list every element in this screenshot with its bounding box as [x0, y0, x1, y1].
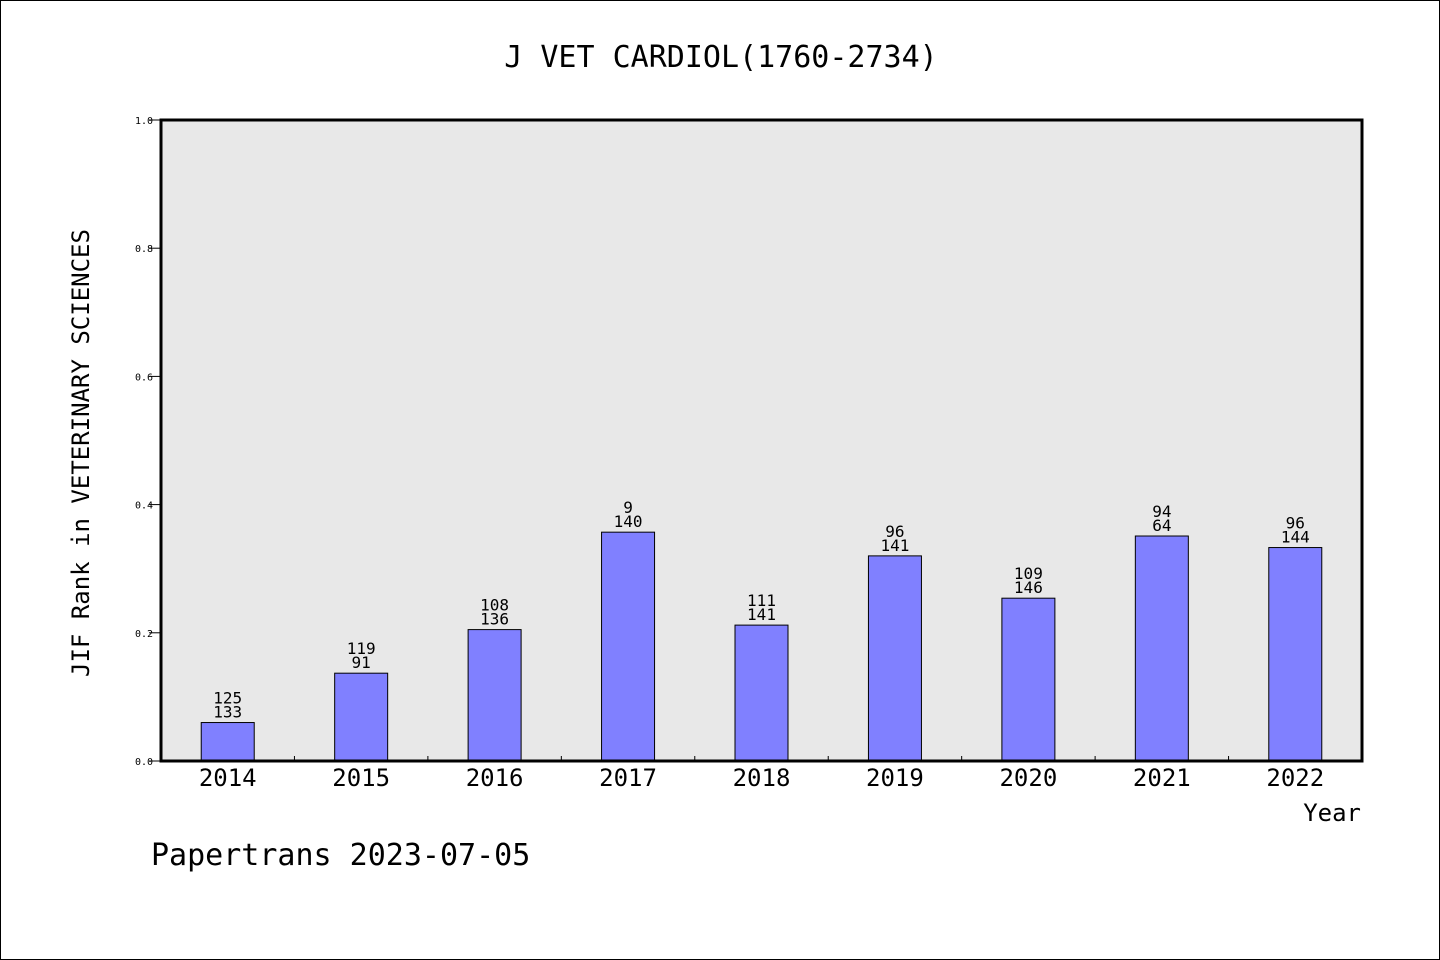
- data-label-bottom-2018: 141: [747, 605, 776, 624]
- data-label-bottom-2020: 146: [1014, 578, 1043, 597]
- plot-border: [159, 118, 1364, 763]
- data-label-bottom-2021: 64: [1152, 516, 1171, 535]
- x-tick-2018: 2018: [733, 764, 791, 792]
- data-label-top-2020: 109: [1014, 564, 1043, 583]
- x-tick-2015: 2015: [332, 764, 390, 792]
- data-label-top-2018: 111: [747, 591, 776, 610]
- footer-text: Papertrans 2023-07-05: [151, 838, 530, 873]
- y-tick-3: 0.6: [135, 372, 153, 383]
- bar-2016: [467, 629, 522, 762]
- data-label-bottom-2022: 144: [1281, 528, 1310, 547]
- data-label-bottom-2014: 133: [213, 703, 242, 722]
- x-axis-label: Year: [1303, 799, 1361, 827]
- x-tick-2022: 2022: [1266, 764, 1324, 792]
- data-label-top-2017: 9: [623, 498, 633, 517]
- bar-2022: [1268, 547, 1323, 762]
- data-labels-group: 1251331199110813691401111419614110914694…: [213, 498, 1309, 721]
- bar-2021: [1134, 535, 1189, 762]
- x-tick-2014: 2014: [199, 764, 257, 792]
- x-tick-2019: 2019: [866, 764, 924, 792]
- bars-group: [200, 531, 1323, 762]
- x-ticks-group: 2014 2015 2016 2017 2018 2019 2020 2021 2022: [199, 756, 1324, 792]
- data-label-bottom-2015: 91: [352, 653, 371, 672]
- bar-2017: [601, 531, 656, 762]
- data-label-bottom-2016: 136: [480, 610, 509, 629]
- bar-2018: [734, 624, 789, 762]
- y-tick-5: 1.0: [135, 116, 153, 127]
- data-label-top-2014: 125: [213, 689, 242, 708]
- bar-2015: [334, 672, 389, 762]
- y-tick-2: 0.4: [135, 501, 153, 512]
- bar-2014: [200, 722, 255, 762]
- data-label-top-2022: 96: [1286, 514, 1305, 533]
- x-tick-2020: 2020: [999, 764, 1057, 792]
- data-label-top-2021: 94: [1152, 502, 1171, 521]
- bar-2019: [867, 555, 922, 762]
- data-label-top-2015: 119: [347, 639, 376, 658]
- data-label-bottom-2017: 140: [614, 512, 643, 531]
- y-axis-label: JIF Rank in VETERINARY SCIENCES: [67, 229, 95, 677]
- data-label-bottom-2019: 141: [880, 536, 909, 555]
- x-tick-2017: 2017: [599, 764, 657, 792]
- y-ticks-group: 0.0 0.2 0.4 0.6 0.8 1.0: [135, 116, 161, 768]
- chart-title: J VET CARDIOL(1760-2734): [504, 40, 937, 75]
- y-tick-4: 0.8: [135, 244, 153, 255]
- bar-2020: [1001, 597, 1056, 762]
- x-tick-2021: 2021: [1133, 764, 1191, 792]
- y-tick-1: 0.2: [135, 629, 153, 640]
- data-label-top-2019: 96: [885, 522, 904, 541]
- data-label-top-2016: 108: [480, 596, 509, 615]
- y-tick-0: 0.0: [135, 757, 153, 768]
- x-tick-2016: 2016: [466, 764, 524, 792]
